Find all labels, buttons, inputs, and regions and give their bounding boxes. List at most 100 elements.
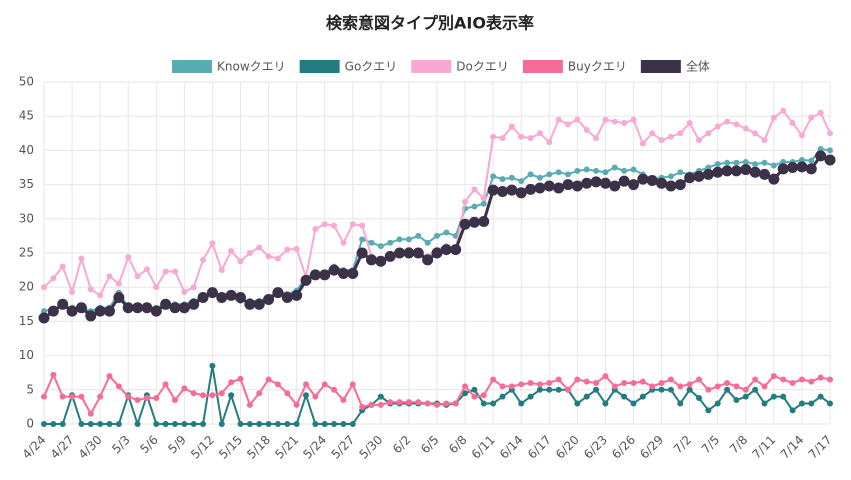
data-point — [396, 399, 403, 406]
data-point — [593, 379, 600, 386]
x-tick-label: 7/5 — [699, 433, 723, 457]
data-point — [50, 421, 57, 427]
data-point — [571, 180, 583, 192]
data-point — [724, 379, 731, 386]
data-point — [824, 154, 836, 166]
data-point — [714, 400, 721, 407]
data-point — [506, 184, 518, 196]
data-point — [125, 393, 132, 400]
data-point — [181, 421, 188, 427]
data-point — [403, 247, 415, 259]
data-point — [808, 157, 815, 164]
data-point — [667, 386, 674, 393]
data-point — [733, 383, 740, 390]
data-point — [312, 226, 319, 233]
data-point — [705, 407, 712, 414]
data-point — [593, 167, 600, 174]
data-point — [611, 164, 618, 171]
data-point — [246, 421, 253, 427]
data-point — [434, 401, 440, 408]
data-point — [518, 133, 525, 140]
data-point — [228, 392, 235, 399]
data-point — [761, 159, 768, 166]
data-point — [490, 376, 497, 383]
data-point — [611, 118, 618, 125]
data-point — [546, 386, 553, 393]
data-point — [628, 179, 639, 191]
data-point — [499, 135, 506, 142]
data-point — [508, 123, 515, 130]
data-point — [321, 421, 328, 427]
data-point — [153, 395, 160, 402]
data-point — [724, 159, 731, 166]
x-tick-label: 7/17 — [806, 433, 835, 462]
data-point — [768, 173, 780, 185]
data-point — [97, 393, 104, 400]
data-point — [742, 159, 749, 166]
x-tick-label: 6/8 — [446, 433, 470, 457]
data-point — [190, 421, 197, 427]
data-point — [630, 400, 637, 407]
data-point — [41, 308, 47, 315]
data-point — [235, 291, 246, 303]
data-point — [265, 376, 272, 383]
data-point — [94, 305, 106, 317]
data-point — [172, 268, 178, 275]
data-point — [244, 298, 256, 310]
data-point — [583, 393, 590, 400]
data-point — [770, 373, 777, 380]
data-point — [256, 390, 263, 397]
data-point — [480, 195, 487, 202]
data-point — [387, 239, 394, 246]
data-point — [674, 179, 686, 191]
data-point — [274, 421, 281, 427]
data-point — [621, 379, 628, 386]
x-tick-label: 5/12 — [188, 433, 217, 462]
data-point — [714, 123, 721, 130]
data-point — [337, 268, 349, 280]
data-point — [412, 247, 424, 259]
data-point — [724, 118, 731, 125]
data-point — [518, 381, 525, 388]
x-tick-label: 5/3 — [109, 433, 133, 457]
data-point — [649, 130, 656, 137]
data-point — [798, 132, 805, 139]
data-point — [696, 376, 702, 383]
data-point — [200, 392, 207, 399]
x-tick-label: 7/8 — [727, 433, 751, 457]
data-point — [359, 236, 366, 243]
data-point — [508, 383, 515, 390]
x-tick-label: 7/2 — [671, 433, 695, 457]
data-point — [218, 267, 225, 274]
y-tick-label: 10 — [19, 348, 34, 362]
data-point — [515, 187, 527, 199]
data-point — [770, 393, 777, 400]
data-point — [375, 255, 387, 267]
data-point — [805, 163, 817, 175]
data-point — [125, 254, 132, 261]
data-point — [169, 302, 181, 314]
data-point — [115, 421, 122, 427]
data-point — [789, 407, 796, 414]
data-point — [817, 146, 824, 153]
data-point — [761, 383, 768, 390]
data-point — [78, 255, 85, 262]
data-point — [742, 386, 749, 393]
x-tick-label: 6/14 — [497, 433, 526, 462]
data-point — [817, 393, 824, 400]
data-point — [87, 286, 94, 293]
y-tick-label: 40 — [19, 143, 34, 157]
data-point — [808, 378, 815, 385]
data-point — [190, 284, 197, 291]
data-point — [677, 383, 684, 390]
data-point — [752, 376, 759, 383]
data-point — [293, 421, 300, 427]
data-point — [639, 140, 646, 147]
data-point — [141, 302, 153, 314]
data-point — [106, 273, 113, 280]
data-point — [609, 180, 621, 192]
data-point — [527, 135, 534, 142]
data-point — [331, 222, 338, 229]
data-point — [618, 175, 630, 187]
data-point — [366, 254, 377, 266]
